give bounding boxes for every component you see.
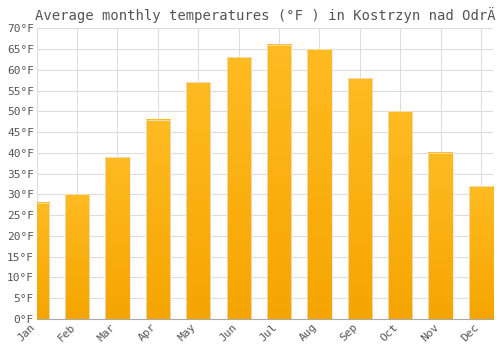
Bar [469,186,493,319]
Bar [24,203,49,319]
Bar [267,45,291,319]
Bar [186,82,210,319]
Bar [24,203,49,319]
Bar [65,194,89,319]
Bar [348,78,372,319]
Bar [226,57,251,319]
Bar [106,157,130,319]
Bar [267,45,291,319]
Bar [226,57,251,319]
Bar [428,153,452,319]
Bar [308,49,332,319]
Title: Average monthly temperatures (°F ) in Kostrzyn nad OdrÄ: Average monthly temperatures (°F ) in Ko… [34,7,495,23]
Bar [65,194,89,319]
Bar [469,186,493,319]
Bar [348,78,372,319]
Bar [388,111,412,319]
Bar [308,49,332,319]
Bar [106,157,130,319]
Bar [428,153,452,319]
Bar [186,82,210,319]
Bar [146,120,170,319]
Bar [388,111,412,319]
Bar [146,120,170,319]
